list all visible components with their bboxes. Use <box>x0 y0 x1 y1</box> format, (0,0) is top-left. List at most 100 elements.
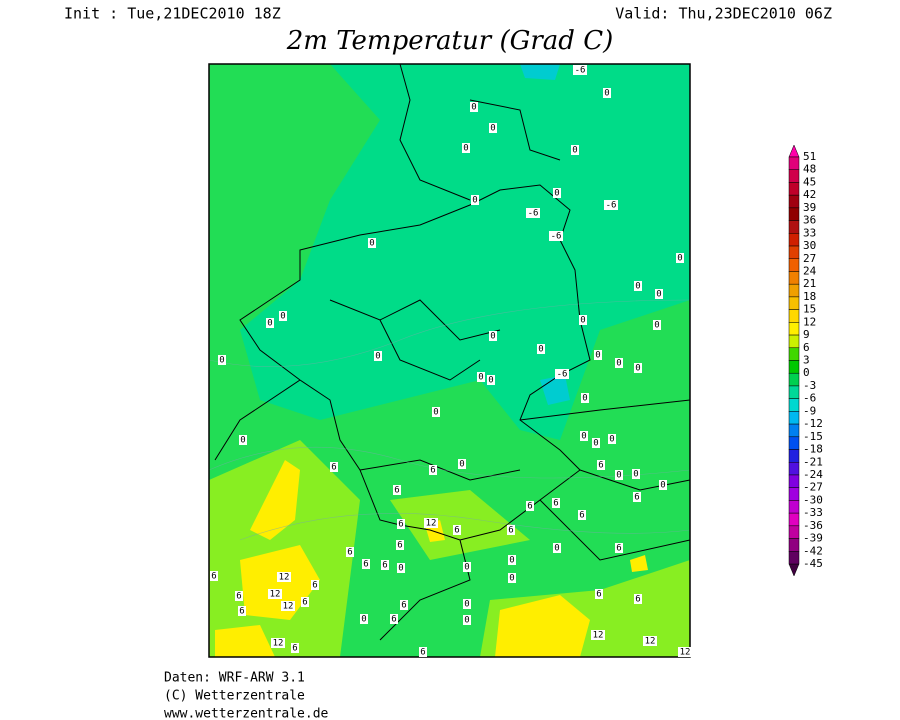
cold-area <box>240 64 690 440</box>
contour-label-box <box>676 253 684 263</box>
colorbar-band <box>788 334 800 349</box>
colorbar-label: -18 <box>803 443 823 456</box>
contour-label: -6 <box>606 201 617 211</box>
contour-label: 6 <box>635 595 640 605</box>
contour-label-box <box>633 492 641 502</box>
colorbar-over <box>788 144 800 158</box>
contour-label-box <box>301 597 309 607</box>
contour-label-box <box>507 525 515 535</box>
contour-label: 0 <box>464 563 469 573</box>
colorbar-band <box>788 436 800 450</box>
colorbar-label: -3 <box>803 379 816 392</box>
contour-label-box <box>634 363 642 373</box>
contour-label: 0 <box>240 436 245 446</box>
colorbar-band <box>788 487 800 501</box>
contour-label-box <box>419 647 427 657</box>
colorbar-label: 27 <box>803 252 816 265</box>
contour-label: 0 <box>488 376 493 386</box>
colorbar-label: -12 <box>803 417 823 430</box>
colorbar-label: 51 <box>803 150 816 163</box>
init-time: Init : Tue,21DEC2010 18Z <box>64 5 281 23</box>
contour-label-box <box>462 143 470 153</box>
contour-label: 6 <box>331 463 336 473</box>
contour-label-box <box>432 407 440 417</box>
contour-label-box <box>291 643 299 653</box>
contour-label: 6 <box>553 499 558 509</box>
contour-label: 0 <box>635 364 640 374</box>
contour-label: 6 <box>420 648 425 658</box>
contour-label: 0 <box>398 564 403 574</box>
contour-label: 6 <box>508 526 513 536</box>
contour-label-box <box>655 289 663 299</box>
contour-label: 0 <box>219 356 224 366</box>
contour-label-box <box>595 589 603 599</box>
contour-label-box <box>238 606 246 616</box>
contour-label: 12 <box>593 631 604 641</box>
contour-label: 0 <box>361 615 366 625</box>
colorbar-band <box>788 309 800 323</box>
contour-label-box <box>581 393 589 403</box>
colorbar-band <box>788 245 800 259</box>
contour-label: 0 <box>490 332 495 342</box>
contour-label-box <box>526 208 540 218</box>
contour-label-box <box>678 647 692 657</box>
contour-label-box <box>552 498 560 508</box>
contour-label-box <box>579 315 587 325</box>
contour-label-box <box>210 571 218 581</box>
contour-label: -6 <box>528 209 539 219</box>
colorbar-band <box>788 169 800 183</box>
colorbar-label: 9 <box>803 328 810 341</box>
contour-label: 0 <box>609 435 614 445</box>
contour-label-box <box>424 518 438 528</box>
contour-label: 6 <box>398 520 403 530</box>
contour-label-box <box>555 369 569 379</box>
contour-label: 12 <box>270 590 281 600</box>
colorbar-label: -42 <box>803 544 823 557</box>
contour-label-box <box>374 351 382 361</box>
colorbar-band <box>788 525 800 539</box>
colorbar-label: 39 <box>803 201 816 214</box>
contour-label: 0 <box>660 481 665 491</box>
contour-label-box <box>396 540 404 550</box>
contour-label-box <box>471 195 479 205</box>
contour-label-box <box>311 580 319 590</box>
contour-label-box <box>470 102 478 112</box>
contour-label-box <box>526 501 534 511</box>
contour-label-box <box>634 594 642 604</box>
contour-label-box <box>271 638 285 648</box>
contour-label-box <box>489 123 497 133</box>
colorbar-band <box>788 398 800 412</box>
contour-label: 0 <box>593 439 598 449</box>
contour-label-box <box>604 200 618 210</box>
contour-label: 6 <box>292 644 297 654</box>
colorbar-label: -30 <box>803 493 823 506</box>
contour-label: 0 <box>459 460 464 470</box>
contour-label: 0 <box>572 146 577 156</box>
contour-label: 6 <box>211 572 216 582</box>
colorbar-label: 18 <box>803 290 816 303</box>
colorbar-band <box>788 258 800 272</box>
contour-label: 6 <box>634 493 639 503</box>
contour-label-box <box>597 460 605 470</box>
colorbar-band <box>788 360 800 374</box>
contour-label: 6 <box>239 607 244 617</box>
contour-label-box <box>239 435 247 445</box>
contour-label-box <box>580 431 588 441</box>
contour-label: 0 <box>471 103 476 113</box>
colorbar-band <box>788 347 800 361</box>
colorbar-label: -21 <box>803 455 823 468</box>
contour-label: 6 <box>394 486 399 496</box>
contour-label-box <box>553 543 561 553</box>
colorbar-band <box>788 156 800 170</box>
contour-label: 12 <box>645 637 656 647</box>
colorbar-label: 42 <box>803 188 816 201</box>
contour-label-box <box>508 573 516 583</box>
contour-label: 0 <box>616 359 621 369</box>
colorbar-band <box>788 449 800 463</box>
colorbar-band <box>788 322 800 336</box>
contour-label-box <box>508 555 516 565</box>
colorbar-band <box>788 538 800 552</box>
contour-label-box <box>397 519 405 529</box>
contour-label: -6 <box>557 370 568 380</box>
contour-label: 6 <box>401 601 406 611</box>
